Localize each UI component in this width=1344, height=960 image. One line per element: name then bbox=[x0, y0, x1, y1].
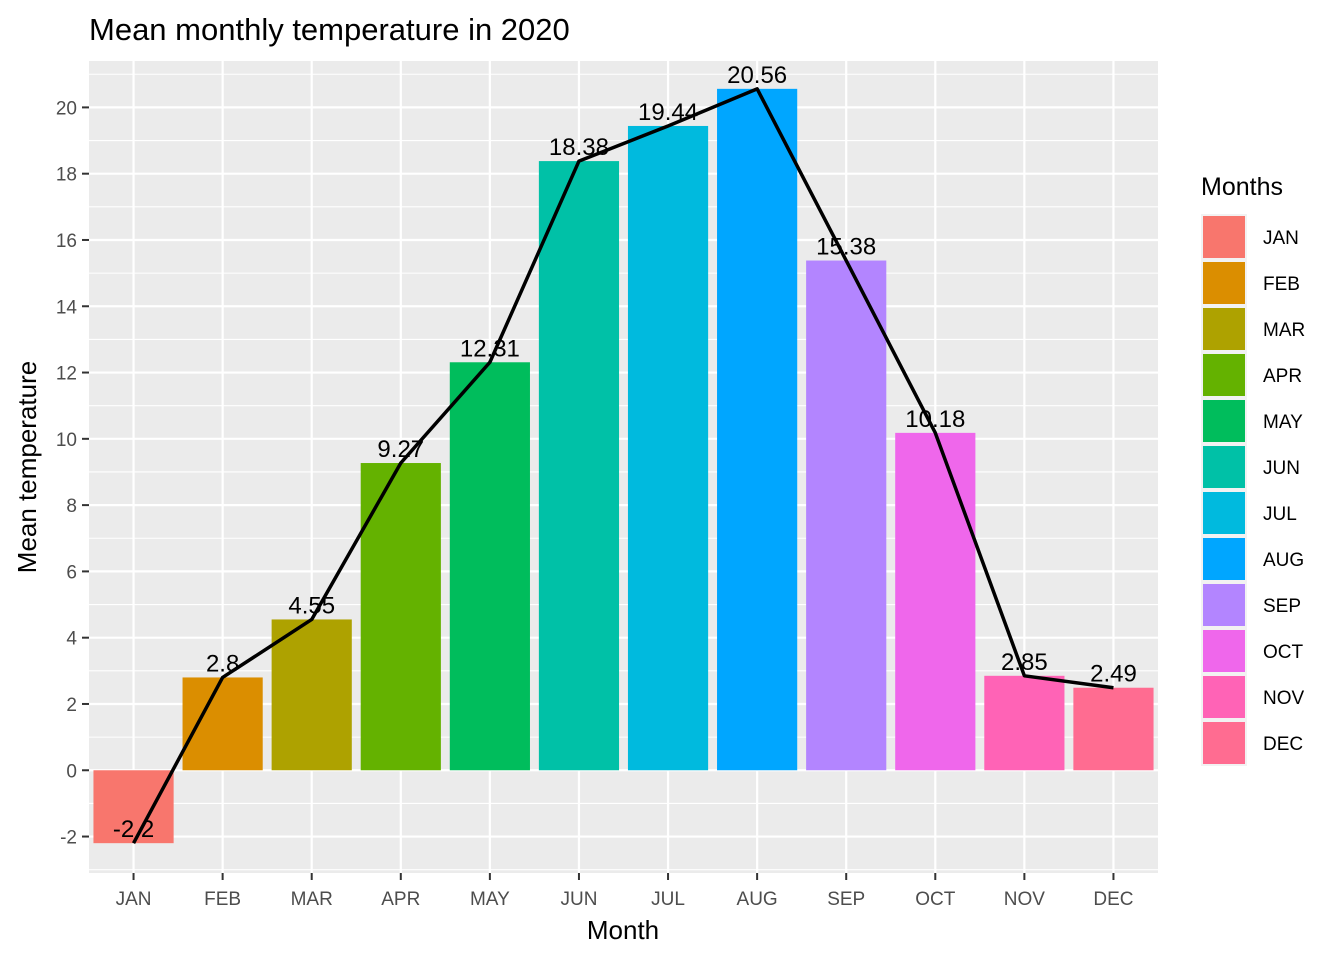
bar-jun bbox=[538, 161, 620, 771]
bar-mar bbox=[271, 619, 352, 771]
x-tick-label: JAN bbox=[116, 889, 152, 910]
y-tick-label: 20 bbox=[56, 98, 77, 119]
x-tick-label: OCT bbox=[915, 889, 956, 910]
y-tick-label: 0 bbox=[66, 761, 77, 782]
data-label-mar: 4.55 bbox=[288, 592, 335, 619]
bar-may bbox=[449, 362, 530, 771]
x-tick-label: SEP bbox=[827, 889, 865, 910]
y-tick-label: 8 bbox=[66, 496, 77, 517]
x-tick-label: DEC bbox=[1093, 889, 1133, 910]
data-label-sep: 15.38 bbox=[816, 234, 876, 261]
y-tick-label: 6 bbox=[66, 562, 77, 583]
legend-label-apr: APR bbox=[1263, 366, 1302, 387]
x-tick-label: JUN bbox=[560, 889, 597, 910]
legend-swatch-aug bbox=[1203, 538, 1245, 580]
x-tick-label: JUL bbox=[651, 889, 685, 910]
data-label-apr: 9.27 bbox=[377, 436, 424, 463]
legend-label-jun: JUN bbox=[1263, 458, 1300, 479]
legend-label-feb: FEB bbox=[1263, 274, 1300, 295]
y-axis-ticks: -2 0 2 4 6 8 10 12 14 16 18 20 bbox=[56, 98, 89, 849]
y-tick-label: -2 bbox=[60, 828, 77, 849]
legend-label-jan: JAN bbox=[1263, 228, 1299, 249]
bar-nov bbox=[984, 675, 1065, 771]
legend-swatch-may bbox=[1203, 400, 1245, 442]
bar-apr bbox=[360, 463, 441, 771]
bar-aug bbox=[717, 88, 798, 771]
data-label-jan: -2.2 bbox=[113, 816, 154, 843]
legend-swatch-apr bbox=[1203, 354, 1245, 396]
legend-swatch-jul bbox=[1203, 492, 1245, 534]
x-tick-label: MAY bbox=[470, 889, 510, 910]
bar-jul bbox=[627, 125, 709, 771]
legend-swatch-feb bbox=[1203, 262, 1245, 304]
legend-label-may: MAY bbox=[1263, 412, 1303, 433]
data-label-dec: 2.49 bbox=[1090, 661, 1137, 688]
legend-swatch-oct bbox=[1203, 630, 1245, 672]
legend-swatch-jun bbox=[1203, 446, 1245, 488]
y-tick-label: 4 bbox=[66, 629, 77, 650]
y-tick-label: 18 bbox=[56, 165, 77, 186]
minor-gridlines bbox=[89, 73, 1158, 871]
bars bbox=[93, 88, 1154, 844]
y-tick-label: 12 bbox=[56, 364, 77, 385]
x-axis-title: Month bbox=[587, 915, 659, 945]
legend-label-jul: JUL bbox=[1263, 504, 1297, 525]
legend-label-sep: SEP bbox=[1263, 596, 1301, 617]
data-label-nov: 2.85 bbox=[1001, 649, 1048, 676]
legend-label-nov: NOV bbox=[1263, 688, 1305, 709]
x-axis-ticks: JAN FEB MAR APR MAY JUN JUL AUG SEP OCT NOV DEC bbox=[116, 873, 1134, 910]
x-tick-label: MAR bbox=[291, 889, 333, 910]
chart-title: Mean monthly temperature in 2020 bbox=[89, 12, 570, 47]
bar-jan bbox=[93, 770, 174, 844]
bar-feb bbox=[182, 677, 263, 771]
legend-swatch-jan bbox=[1203, 216, 1245, 258]
y-tick-label: 14 bbox=[56, 297, 78, 318]
legend-swatch-dec bbox=[1203, 722, 1245, 764]
y-tick-label: 16 bbox=[56, 231, 77, 252]
data-label-oct: 10.18 bbox=[905, 406, 965, 433]
bar-sep bbox=[806, 260, 887, 771]
legend-title: Months bbox=[1201, 173, 1283, 201]
legend-label-dec: DEC bbox=[1263, 734, 1303, 755]
legend-label-oct: OCT bbox=[1263, 642, 1304, 663]
legend-items: JAN FEB MAR APR MAY JUN JUL AUG SEP OCT NOV DEC bbox=[1201, 214, 1305, 766]
x-tick-label: APR bbox=[381, 889, 420, 910]
data-label-feb: 2.8 bbox=[206, 650, 239, 677]
legend-swatch-nov bbox=[1203, 676, 1245, 718]
plot-panel bbox=[89, 61, 1158, 873]
data-labels: -2.2 2.8 4.55 9.27 12.31 18.38 19.44 20.56 15.38… bbox=[113, 62, 1137, 843]
y-axis-title: Mean temperature bbox=[12, 361, 42, 573]
data-label-may: 12.31 bbox=[460, 335, 520, 362]
data-label-jun: 18.38 bbox=[549, 134, 609, 161]
bar-dec bbox=[1073, 687, 1154, 771]
trend-line bbox=[132, 87, 1114, 845]
legend-label-aug: AUG bbox=[1263, 550, 1304, 571]
legend: Months JAN FEB MAR APR MAY JUN JUL AUG SEP OCT NOV… bbox=[1201, 173, 1305, 766]
data-label-aug: 20.56 bbox=[727, 62, 787, 89]
bar-oct bbox=[895, 432, 976, 771]
x-tick-label: NOV bbox=[1004, 889, 1046, 910]
data-label-jul: 19.44 bbox=[638, 99, 698, 126]
legend-swatch-sep bbox=[1203, 584, 1245, 626]
legend-label-mar: MAR bbox=[1263, 320, 1305, 341]
y-tick-label: 2 bbox=[66, 695, 77, 716]
x-tick-label: FEB bbox=[204, 889, 241, 910]
y-tick-label: 10 bbox=[56, 430, 77, 451]
legend-swatch-mar bbox=[1203, 308, 1245, 350]
x-tick-label: AUG bbox=[737, 889, 778, 910]
